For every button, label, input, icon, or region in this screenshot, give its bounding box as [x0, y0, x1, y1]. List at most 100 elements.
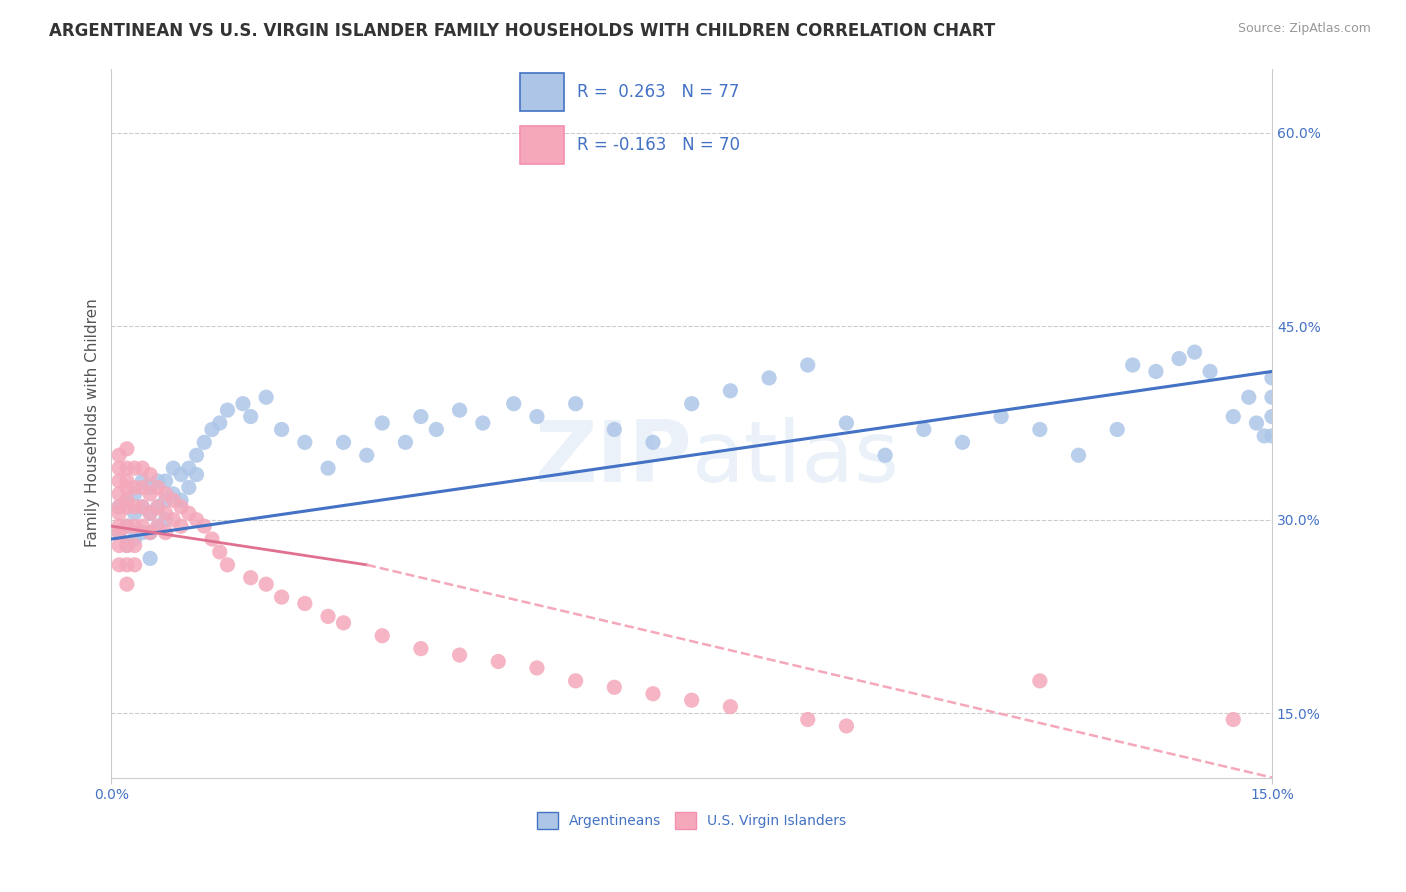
Point [146, 474, 169, 488]
Point [371, 416, 394, 430]
Point [170, 467, 193, 482]
Point [502, 397, 524, 411]
Point [526, 409, 548, 424]
Point [564, 397, 586, 411]
Point [108, 539, 131, 553]
Point [186, 467, 208, 482]
Point [217, 403, 239, 417]
Point [186, 448, 208, 462]
Point [1144, 364, 1167, 378]
Point [1237, 390, 1260, 404]
Point [115, 461, 138, 475]
Point [208, 416, 231, 430]
Point [139, 525, 162, 540]
Point [201, 422, 224, 436]
Point [108, 506, 131, 520]
Point [108, 487, 131, 501]
Point [409, 409, 432, 424]
Point [1029, 673, 1052, 688]
Point [294, 435, 316, 450]
Point [124, 461, 146, 475]
Point [124, 506, 146, 520]
Point [1168, 351, 1191, 366]
Point [796, 713, 818, 727]
Point [155, 525, 177, 540]
Point [115, 493, 138, 508]
Legend: Argentineans, U.S. Virgin Islanders: Argentineans, U.S. Virgin Islanders [531, 806, 852, 834]
Point [131, 525, 153, 540]
Point [124, 500, 146, 514]
Point [146, 500, 169, 514]
Text: ARGENTINEAN VS U.S. VIRGIN ISLANDER FAMILY HOUSEHOLDS WITH CHILDREN CORRELATION : ARGENTINEAN VS U.S. VIRGIN ISLANDER FAMI… [49, 22, 995, 40]
Point [124, 532, 146, 546]
Text: Source: ZipAtlas.com: Source: ZipAtlas.com [1237, 22, 1371, 36]
Point [409, 641, 432, 656]
Point [1222, 713, 1244, 727]
Point [146, 500, 169, 514]
Point [486, 655, 509, 669]
Point [124, 519, 146, 533]
Point [108, 525, 131, 540]
Point [115, 500, 138, 514]
Point [394, 435, 416, 450]
Point [146, 481, 169, 495]
Point [115, 493, 138, 508]
Point [115, 558, 138, 572]
Point [471, 416, 494, 430]
Point [332, 615, 354, 630]
Point [170, 493, 193, 508]
Point [875, 448, 897, 462]
Point [131, 519, 153, 533]
Point [108, 525, 131, 540]
Point [108, 558, 131, 572]
Point [796, 358, 818, 372]
Point [835, 719, 858, 733]
Point [681, 397, 703, 411]
Point [146, 519, 169, 533]
Point [239, 571, 262, 585]
Point [124, 487, 146, 501]
Point [139, 506, 162, 520]
Point [115, 577, 138, 591]
Point [449, 648, 471, 662]
Point [603, 681, 626, 695]
Point [124, 481, 146, 495]
Point [239, 409, 262, 424]
Point [1122, 358, 1144, 372]
Point [425, 422, 447, 436]
Point [146, 519, 169, 533]
Point [131, 481, 153, 495]
Point [193, 435, 215, 450]
Point [162, 461, 184, 475]
Point [155, 474, 177, 488]
Point [681, 693, 703, 707]
Point [232, 397, 254, 411]
Point [208, 545, 231, 559]
Point [139, 487, 162, 501]
Point [108, 519, 131, 533]
Point [1222, 409, 1244, 424]
Point [170, 519, 193, 533]
Point [254, 390, 277, 404]
Point [108, 474, 131, 488]
Point [835, 416, 858, 430]
Point [641, 435, 664, 450]
Point [718, 384, 741, 398]
Point [139, 481, 162, 495]
Text: atlas: atlas [692, 417, 900, 500]
Point [124, 558, 146, 572]
Point [201, 532, 224, 546]
Point [316, 461, 339, 475]
Point [177, 461, 200, 475]
Point [131, 461, 153, 475]
Point [115, 442, 138, 456]
Point [758, 371, 780, 385]
Bar [520, 126, 564, 164]
Point [155, 493, 177, 508]
Point [912, 422, 935, 436]
Point [1261, 409, 1284, 424]
Text: R =  0.263   N = 77: R = 0.263 N = 77 [576, 83, 740, 101]
Point [1261, 390, 1284, 404]
Point [449, 403, 471, 417]
Point [254, 577, 277, 591]
